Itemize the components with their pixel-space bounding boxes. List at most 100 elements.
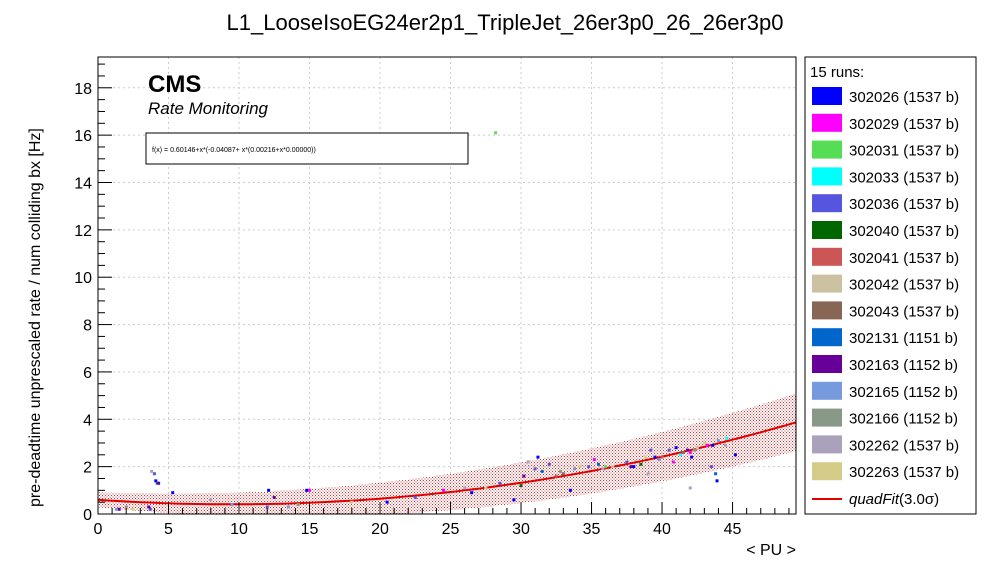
data-point	[547, 462, 551, 466]
y-tick-label: 14	[74, 175, 92, 192]
data-point	[723, 443, 727, 447]
data-point	[519, 484, 523, 488]
legend-swatch	[812, 247, 842, 266]
data-point	[733, 453, 737, 457]
data-point	[114, 507, 118, 511]
data-point	[643, 455, 647, 459]
data-point	[148, 507, 152, 511]
chart-title: L1_LooseIsoEG24er2p1_TripleJet_26er3p0_2…	[227, 10, 784, 35]
legend-entry: 302026 (1537 b)	[849, 89, 959, 106]
data-point	[230, 503, 234, 507]
data-point	[536, 455, 540, 459]
y-tick-label: 12	[74, 223, 92, 240]
legend-entry: 302262 (1537 b)	[849, 437, 959, 454]
data-point	[554, 474, 558, 478]
data-point	[117, 507, 121, 511]
legend-swatch	[812, 408, 842, 427]
x-tick-label: 25	[442, 521, 460, 538]
data-point	[267, 488, 271, 492]
legend-header: 15 runs:	[810, 64, 864, 81]
data-point	[522, 474, 526, 478]
data-point	[559, 469, 563, 473]
legend-entry: 302042 (1537 b)	[849, 277, 959, 294]
data-point	[688, 450, 692, 454]
data-point	[494, 131, 498, 135]
data-point	[350, 500, 354, 504]
legend-swatch	[812, 435, 842, 454]
legend: 15 runs: 302026 (1537 b) 302029 (1537 b) 3…	[804, 56, 977, 515]
legend-entry: 302041 (1537 b)	[849, 250, 959, 267]
y-tick-label: 18	[74, 81, 92, 98]
legend-swatch	[812, 328, 842, 347]
legend-entry: 302163 (1152 b)	[849, 357, 958, 374]
legend-swatch	[812, 140, 842, 159]
data-point	[171, 491, 175, 495]
data-point	[660, 455, 664, 459]
cms-sublabel: Rate Monitoring	[148, 99, 269, 118]
data-point	[715, 479, 719, 483]
data-point	[124, 505, 128, 509]
legend-swatch	[812, 301, 842, 320]
y-tick-label: 8	[83, 318, 92, 335]
data-point	[725, 436, 729, 440]
data-point	[692, 448, 696, 452]
data-point	[702, 441, 706, 445]
x-tick-label: 5	[164, 521, 173, 538]
data-point	[695, 446, 699, 450]
legend-entry: 302043 (1537 b)	[849, 303, 959, 320]
data-point	[147, 505, 151, 509]
legend-entry: 302165 (1152 b)	[849, 384, 958, 401]
data-point	[533, 467, 537, 471]
data-point	[678, 453, 682, 457]
y-tick-label: 6	[83, 365, 92, 382]
y-tick-label: 2	[83, 460, 92, 477]
data-point	[463, 486, 467, 490]
legend-fit-entry: quadFit(3.0σ)	[849, 491, 939, 508]
plot-frame	[97, 56, 797, 515]
data-point	[711, 443, 715, 447]
data-point	[152, 472, 156, 476]
data-point	[632, 465, 636, 469]
data-point	[573, 467, 577, 471]
data-point	[526, 460, 530, 464]
legend-entry: 302033 (1537 b)	[849, 169, 959, 186]
legend-swatch	[812, 167, 842, 186]
data-point	[625, 460, 629, 464]
data-point	[601, 467, 605, 471]
cms-label: CMS	[148, 71, 201, 98]
data-point	[639, 462, 643, 466]
data-point	[685, 448, 689, 452]
fit-formula-box	[145, 132, 469, 165]
legend-swatch	[812, 87, 842, 105]
x-tick-label: 45	[724, 521, 742, 538]
data-point	[385, 500, 389, 504]
x-tick-label: 10	[230, 521, 248, 538]
y-tick-label: 4	[83, 412, 92, 429]
x-tick-label: 30	[512, 521, 530, 538]
data-point	[498, 481, 502, 485]
data-point	[150, 469, 154, 473]
legend-entry: 302263 (1537 b)	[849, 464, 959, 481]
data-point	[286, 505, 290, 509]
data-point	[512, 498, 516, 502]
fit-curve	[97, 421, 797, 506]
data-point	[578, 465, 582, 469]
data-point	[484, 486, 488, 490]
data-point	[597, 462, 601, 466]
legend-entry: 302166 (1152 b)	[849, 411, 958, 428]
legend-swatch	[812, 274, 842, 293]
data-point	[441, 488, 445, 492]
legend-entry: 302036 (1537 b)	[849, 196, 959, 213]
data-point	[688, 486, 692, 490]
data-point	[681, 450, 685, 454]
data-point	[561, 472, 565, 476]
y-tick-label: 0	[83, 507, 92, 524]
data-point	[716, 439, 720, 443]
x-tick-label: 15	[301, 521, 319, 538]
x-tick-label: 20	[371, 521, 389, 538]
data-point	[308, 488, 312, 492]
data-point	[272, 495, 276, 499]
data-point	[265, 505, 269, 509]
data-point	[649, 448, 653, 452]
